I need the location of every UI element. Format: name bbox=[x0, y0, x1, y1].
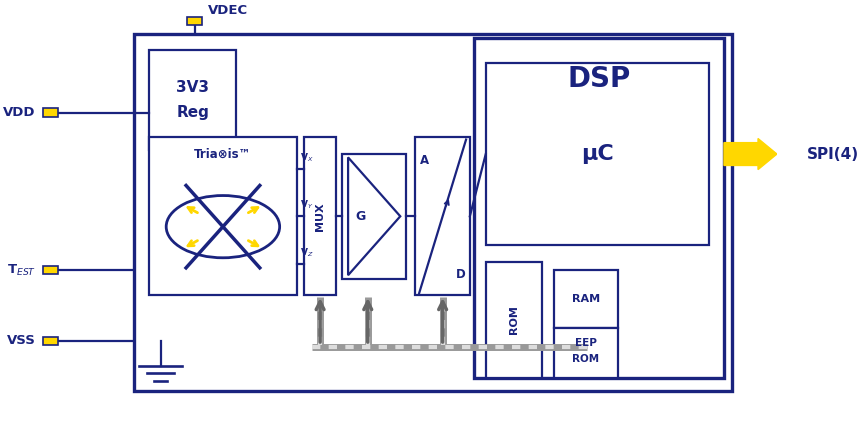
Bar bbox=[486, 63, 709, 245]
Text: SPI(4): SPI(4) bbox=[807, 147, 857, 162]
Text: V$_X$: V$_X$ bbox=[300, 152, 313, 164]
Text: DSP: DSP bbox=[567, 65, 631, 93]
Bar bbox=[304, 137, 336, 295]
Text: MUX: MUX bbox=[315, 202, 325, 231]
Text: ROM: ROM bbox=[509, 306, 519, 334]
Text: EEP: EEP bbox=[575, 338, 596, 348]
Bar bbox=[416, 137, 470, 295]
Bar bbox=[554, 270, 618, 328]
Circle shape bbox=[166, 195, 279, 258]
Text: A: A bbox=[420, 154, 429, 167]
Text: μC: μC bbox=[581, 144, 614, 164]
Bar bbox=[44, 108, 58, 117]
Text: VSS: VSS bbox=[7, 334, 36, 347]
Bar bbox=[149, 137, 297, 295]
Bar bbox=[554, 328, 618, 378]
Text: VDD: VDD bbox=[3, 106, 36, 119]
Text: Tria⊗is™: Tria⊗is™ bbox=[195, 147, 252, 160]
Text: D: D bbox=[456, 268, 465, 281]
Bar bbox=[44, 337, 58, 345]
Bar bbox=[486, 262, 542, 378]
Text: T$_{EST}$: T$_{EST}$ bbox=[7, 263, 36, 278]
Text: Reg: Reg bbox=[177, 105, 209, 120]
Bar bbox=[44, 266, 58, 274]
Bar bbox=[187, 17, 202, 25]
Text: RAM: RAM bbox=[572, 294, 600, 304]
Text: G: G bbox=[356, 210, 366, 223]
Bar bbox=[149, 50, 237, 150]
Text: ROM: ROM bbox=[572, 354, 600, 365]
Polygon shape bbox=[348, 157, 400, 275]
Text: VDEC: VDEC bbox=[208, 4, 249, 17]
Bar bbox=[475, 38, 724, 378]
FancyArrow shape bbox=[724, 139, 777, 170]
Text: V$_Z$: V$_Z$ bbox=[300, 246, 313, 258]
Bar bbox=[342, 154, 406, 279]
Text: 3V3: 3V3 bbox=[177, 80, 209, 95]
Text: V$_Y$: V$_Y$ bbox=[300, 199, 313, 211]
Bar bbox=[134, 34, 732, 391]
